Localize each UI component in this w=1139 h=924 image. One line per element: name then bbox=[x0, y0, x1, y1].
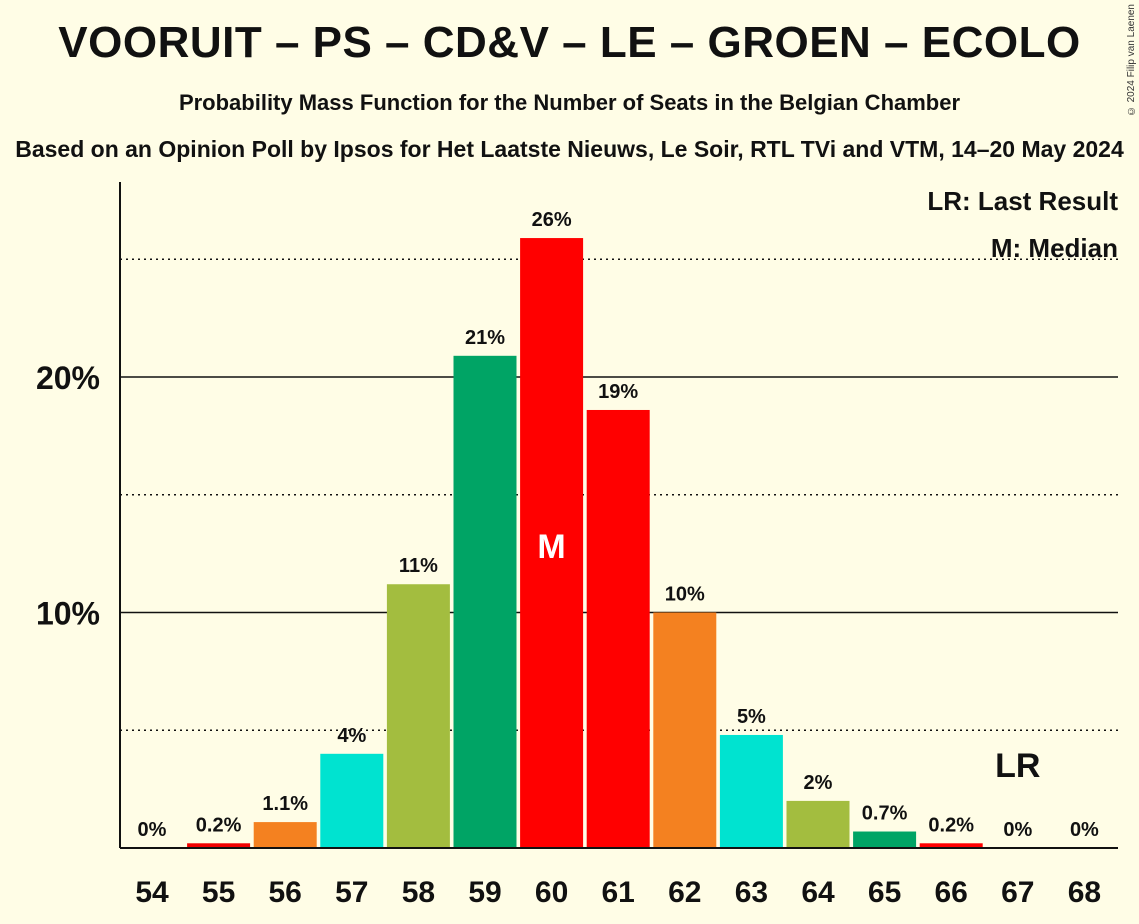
bar-value-label: 0.2% bbox=[928, 814, 974, 836]
bar-57 bbox=[320, 753, 384, 848]
x-tick-label: 57 bbox=[335, 876, 368, 909]
x-tick-label: 55 bbox=[202, 876, 235, 909]
x-tick-label: 60 bbox=[535, 876, 568, 909]
bars: 0% 0.2% 1.1% 4% 11% 21% 26% M 19% 10% 5% 2% 0.7% 0.2%… bbox=[138, 209, 1099, 848]
legend: LR: Last Result M: Median bbox=[927, 186, 1118, 263]
bar-61 bbox=[586, 409, 650, 848]
x-tick-label: 68 bbox=[1068, 876, 1101, 909]
bar-value-label: 0% bbox=[138, 819, 167, 841]
chart-source: Based on an Opinion Poll by Ipsos for He… bbox=[15, 136, 1124, 162]
x-tick-label: 65 bbox=[868, 876, 901, 909]
bar-64 bbox=[786, 800, 850, 848]
bar-value-label: 10% bbox=[665, 584, 705, 606]
bar-60 bbox=[520, 238, 584, 848]
bar-58 bbox=[386, 584, 450, 848]
legend-median: M: Median bbox=[991, 233, 1118, 263]
bar-value-label: 0% bbox=[1070, 819, 1099, 841]
y-tick-label: 20% bbox=[36, 360, 100, 396]
bar-65 bbox=[853, 831, 917, 848]
x-tick-label: 54 bbox=[135, 876, 169, 909]
bar-62 bbox=[653, 612, 717, 848]
x-tick-label: 56 bbox=[269, 876, 302, 909]
x-tick-label: 63 bbox=[735, 876, 768, 909]
bar-value-label: 21% bbox=[465, 327, 505, 349]
y-tick-label: 10% bbox=[36, 596, 100, 632]
bar-value-label: 0.2% bbox=[196, 814, 242, 836]
x-tick-label: 64 bbox=[801, 876, 835, 909]
bar-value-label: 11% bbox=[399, 555, 438, 577]
bar-value-label: 0.7% bbox=[862, 803, 908, 825]
bar-59 bbox=[453, 355, 517, 848]
last-result-marker: LR bbox=[995, 747, 1040, 785]
x-tick-label: 67 bbox=[1001, 876, 1034, 909]
bar-63 bbox=[719, 734, 783, 848]
chart-title: VOORUIT – PS – CD&V – LE – GROEN – ECOLO bbox=[58, 18, 1081, 67]
bar-value-label: 19% bbox=[598, 381, 638, 403]
axes: 10% 20% 54 55 56 57 58 59 60 61 62 63 64 65 66 67 68 bbox=[36, 182, 1118, 909]
bar-value-label: 0% bbox=[1003, 819, 1032, 841]
median-marker: M bbox=[537, 528, 565, 566]
legend-last-result: LR: Last Result bbox=[927, 186, 1118, 216]
bar-value-label: 5% bbox=[737, 706, 766, 728]
bar-value-label: 4% bbox=[337, 725, 366, 747]
x-tick-label: 62 bbox=[668, 876, 701, 909]
bar-value-label: 2% bbox=[804, 772, 833, 794]
bar-66 bbox=[919, 843, 983, 848]
bar-value-label: 1.1% bbox=[262, 793, 308, 815]
bar-56 bbox=[253, 822, 317, 848]
bar-value-label: 26% bbox=[532, 209, 572, 231]
x-tick-label: 66 bbox=[935, 876, 968, 909]
x-tick-label: 61 bbox=[602, 876, 635, 909]
x-tick-label: 59 bbox=[468, 876, 501, 909]
chart-subtitle: Probability Mass Function for the Number… bbox=[178, 90, 961, 115]
x-tick-label: 58 bbox=[402, 876, 435, 909]
bar-55 bbox=[187, 843, 251, 848]
